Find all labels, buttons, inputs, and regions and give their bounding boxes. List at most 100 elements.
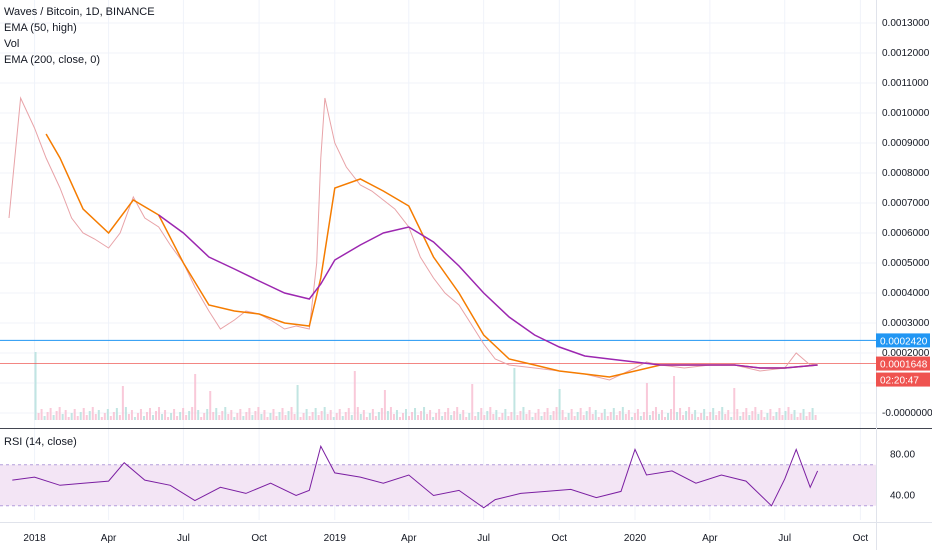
volume-bar	[811, 408, 814, 420]
volume-bar	[585, 411, 588, 420]
volume-bar	[600, 413, 603, 420]
volume-bar	[724, 414, 727, 420]
volume-bar	[441, 416, 444, 420]
volume-bar	[597, 417, 600, 420]
volume-bar	[688, 407, 691, 420]
volume-bar	[230, 410, 233, 420]
volume-bar	[266, 417, 269, 420]
volume-bar	[570, 409, 573, 420]
volume-bar	[486, 411, 489, 420]
volume-bar	[61, 414, 64, 420]
volume-bar	[483, 415, 486, 420]
y-tick-label: 0.0013000	[882, 18, 930, 29]
legend-ema200[interactable]: EMA (200, close, 0)	[4, 54, 100, 66]
volume-bar	[40, 409, 43, 420]
legend-symbol[interactable]: Waves / Bitcoin, 1D, BINANCE	[4, 6, 155, 18]
volume-bar	[275, 416, 278, 420]
volume-bar	[404, 409, 407, 420]
volume-bar	[778, 408, 781, 420]
y-tick-label: 0.0003000	[882, 318, 930, 329]
volume-bar	[682, 415, 685, 420]
volume-bar	[191, 407, 194, 420]
volume-bar	[549, 415, 552, 420]
legend-vol[interactable]: Vol	[4, 38, 20, 50]
volume-bar	[121, 386, 124, 420]
volume-bar	[197, 410, 200, 420]
volume-bar	[489, 407, 492, 420]
volume-bar	[504, 409, 507, 420]
volume-bar	[528, 410, 531, 420]
volume-bar	[317, 415, 320, 420]
countdown-tag-bg	[876, 372, 930, 387]
volume-bar	[579, 408, 582, 420]
volume-bar	[158, 407, 161, 420]
volume-bar	[790, 414, 793, 420]
volume-bar	[302, 413, 305, 420]
volume-bar	[603, 409, 606, 420]
x-tick-label: 2018	[23, 533, 46, 544]
volume-bar	[209, 391, 212, 420]
y-tick-label: 0.0008000	[882, 168, 930, 179]
legend-ema50[interactable]: EMA (50, high)	[4, 22, 77, 34]
x-tick-label: Jul	[177, 533, 190, 544]
last-price-tag[interactable]: 0.0001648	[880, 360, 928, 371]
volume-bar	[218, 415, 221, 420]
volume-bar	[775, 412, 778, 420]
volume-bar	[691, 414, 694, 420]
volume-bar	[164, 410, 167, 420]
volume-bar	[284, 415, 287, 420]
volume-bar	[414, 408, 417, 420]
volume-bar	[176, 416, 179, 420]
blue-price-tag[interactable]: 0.0002420	[880, 336, 928, 347]
volume-bar	[287, 411, 290, 420]
volume-bar	[94, 414, 97, 420]
volume-bar	[612, 408, 615, 420]
volume-bar	[112, 412, 115, 420]
chart-legend: Waves / Bitcoin, 1D, BINANCE EMA (50, hi…	[4, 4, 155, 68]
volume-bar	[290, 407, 293, 420]
volume-bar	[43, 416, 46, 420]
volume-bar	[709, 412, 712, 420]
volume-bar	[492, 414, 495, 420]
volume-bar	[670, 409, 673, 420]
countdown-tag[interactable]: 02:20:47	[880, 376, 919, 387]
volume-bar	[100, 417, 103, 420]
volume-bar	[621, 407, 624, 420]
volume-bar	[766, 413, 769, 420]
volume-bar	[519, 411, 522, 420]
volume-bar	[73, 409, 76, 420]
volume-bar	[627, 410, 630, 420]
y-tick-label: 0.0004000	[882, 288, 930, 299]
volume-bar	[736, 409, 739, 420]
volume-bar	[251, 415, 254, 420]
volume-bar	[814, 415, 817, 420]
volume-bar	[263, 410, 266, 420]
volume-bar	[525, 414, 528, 420]
volume-bar	[706, 416, 709, 420]
volume-bar	[115, 408, 118, 420]
volume-bar	[742, 412, 745, 420]
volume-bar	[215, 408, 218, 420]
volume-bar	[152, 415, 155, 420]
volume-bar	[233, 417, 236, 420]
volume-bar	[386, 411, 389, 420]
volume-bar	[721, 407, 724, 420]
volume-bar	[754, 407, 757, 420]
volume-bar	[356, 407, 359, 420]
volume-bar	[332, 417, 335, 420]
volume-bar	[82, 408, 85, 420]
volume-bar	[793, 410, 796, 420]
volume-bar	[145, 412, 148, 420]
volume-bar	[212, 412, 215, 420]
volume-bar	[630, 417, 633, 420]
volume-bar	[645, 383, 648, 420]
volume-bar	[260, 414, 263, 420]
volume-bar	[161, 414, 164, 420]
volume-bar	[329, 410, 332, 420]
volume-bar	[371, 409, 374, 420]
rsi-legend[interactable]: RSI (14, close)	[4, 436, 77, 448]
volume-bar	[173, 409, 176, 420]
volume-bar	[136, 413, 139, 420]
volume-bar	[657, 414, 660, 420]
